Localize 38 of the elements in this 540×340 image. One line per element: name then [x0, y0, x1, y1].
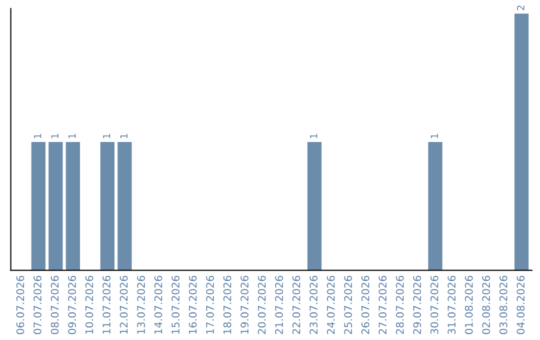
x-tick-label: 04.08.2026 [516, 276, 525, 334]
x-tick-label: 01.08.2026 [464, 276, 473, 334]
data-label: 1 [120, 134, 128, 138]
x-tick-label: 13.07.2026 [137, 276, 145, 334]
x-tick-label: 10.07.2026 [85, 276, 94, 334]
x-tick-label: 08.07.2026 [50, 276, 59, 334]
x-tick-label: 27.07.2026 [378, 276, 387, 334]
x-tick-label: 12.07.2026 [120, 276, 128, 334]
x-tick-label: 26.07.2026 [361, 276, 370, 334]
x-tick-label: 29.07.2026 [413, 276, 422, 334]
x-tick-label: 23.07.2026 [310, 276, 318, 334]
x-tick-label: 09.07.2026 [68, 276, 76, 334]
x-tick-label: 14.07.2026 [154, 276, 162, 334]
x-tick-label: 28.07.2026 [396, 276, 404, 334]
x-tick-label: 03.08.2026 [499, 276, 508, 334]
x-tick-label: 02.08.2026 [482, 276, 490, 334]
x-tick-label: 30.07.2026 [430, 276, 438, 334]
x-tick-label: 24.07.2026 [326, 276, 335, 334]
data-label: 2 [517, 6, 524, 10]
x-tick-label: 17.07.2026 [206, 276, 214, 334]
x-tick-label: 06.07.2026 [16, 276, 24, 334]
data-label: 1 [430, 134, 438, 138]
data-label: 1 [310, 134, 318, 138]
x-tick-label: 18.07.2026 [223, 276, 232, 334]
x-tick-label: 15.07.2026 [172, 276, 180, 334]
data-label: 1 [51, 134, 58, 138]
x-tick-label: 21.07.2026 [275, 276, 283, 334]
x-tick-label: 20.07.2026 [258, 276, 266, 334]
x-tick-label: 22.07.2026 [292, 276, 300, 334]
x-tick-label: 31.07.2026 [448, 276, 456, 334]
x-tick-label: 16.07.2026 [188, 276, 197, 334]
data-label: 1 [34, 134, 42, 138]
data-label: 1 [103, 134, 110, 138]
data-label: 1 [68, 134, 76, 138]
x-tick-label: 07.07.2026 [34, 276, 42, 334]
x-tick-label: 25.07.2026 [344, 276, 352, 334]
x-tick-label: 11.07.2026 [102, 276, 110, 334]
x-tick-label: 19.07.2026 [240, 276, 248, 334]
